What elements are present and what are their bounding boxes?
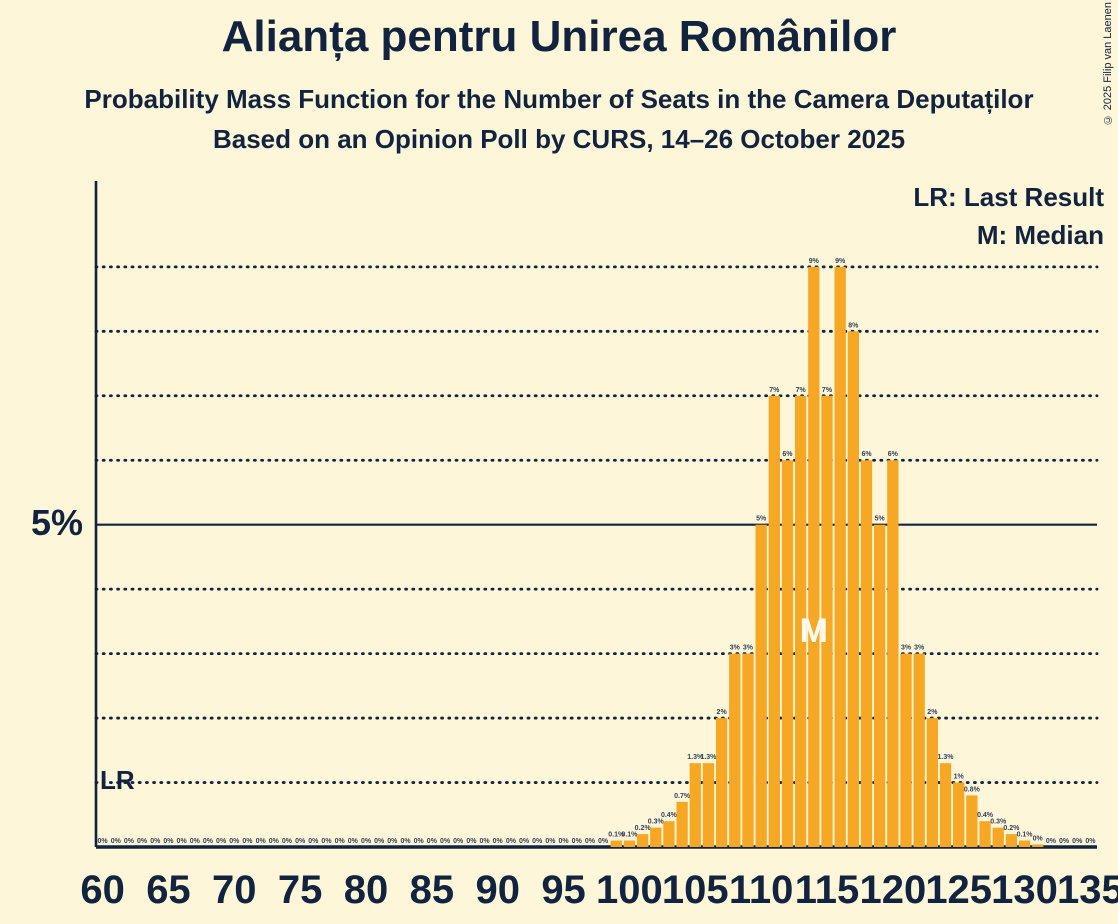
svg-text:0%: 0% [414,838,425,845]
svg-text:0%: 0% [519,838,530,845]
svg-text:3%: 3% [730,645,741,652]
svg-text:0%: 0% [545,838,556,845]
svg-text:8%: 8% [848,322,859,329]
svg-text:0%: 0% [479,838,490,845]
svg-text:0%: 0% [203,838,214,845]
svg-text:2%: 2% [927,709,938,716]
svg-text:0.8%: 0.8% [964,786,981,793]
svg-text:5%: 5% [756,516,767,523]
svg-text:0%: 0% [387,838,398,845]
svg-text:0%: 0% [532,838,543,845]
svg-text:0%: 0% [585,838,596,845]
svg-text:5%: 5% [875,516,886,523]
svg-text:0%: 0% [229,838,240,845]
svg-text:0%: 0% [1033,835,1044,842]
svg-text:0%: 0% [335,838,346,845]
svg-text:M: M [800,612,828,650]
svg-text:0%: 0% [493,838,504,845]
svg-text:1.3%: 1.3% [938,754,955,761]
svg-text:0%: 0% [348,838,359,845]
svg-text:0%: 0% [572,838,583,845]
svg-text:0%: 0% [1072,838,1083,845]
svg-text:0%: 0% [163,838,174,845]
svg-text:1.3%: 1.3% [700,754,717,761]
svg-text:0%: 0% [466,838,477,845]
svg-text:0%: 0% [374,838,385,845]
svg-text:3%: 3% [901,645,912,652]
svg-text:9%: 9% [809,258,820,265]
svg-text:2%: 2% [717,709,728,716]
svg-text:0%: 0% [111,838,122,845]
svg-text:0.1%: 0.1% [621,832,638,839]
svg-text:0%: 0% [400,838,411,845]
svg-text:6%: 6% [782,451,793,458]
svg-text:7%: 7% [822,387,833,394]
svg-text:0%: 0% [295,838,306,845]
svg-text:0%: 0% [256,838,267,845]
svg-text:0%: 0% [361,838,372,845]
svg-text:0%: 0% [308,838,319,845]
svg-text:0.1%: 0.1% [1017,832,1034,839]
svg-text:3%: 3% [914,645,925,652]
svg-text:0.4%: 0.4% [661,812,678,819]
svg-text:0%: 0% [440,838,451,845]
svg-text:0%: 0% [1059,838,1070,845]
svg-text:6%: 6% [888,451,899,458]
svg-text:0%: 0% [242,838,253,845]
svg-text:0%: 0% [124,838,135,845]
svg-text:0%: 0% [321,838,332,845]
svg-text:7%: 7% [796,387,807,394]
svg-text:1%: 1% [954,774,965,781]
svg-text:0%: 0% [559,838,570,845]
svg-text:0%: 0% [190,838,201,845]
svg-text:6%: 6% [861,451,872,458]
svg-text:0%: 0% [150,838,161,845]
svg-text:7%: 7% [769,387,780,394]
svg-text:0%: 0% [453,838,464,845]
svg-text:0%: 0% [137,838,148,845]
svg-text:0%: 0% [427,838,438,845]
svg-text:0%: 0% [1085,838,1096,845]
svg-text:0%: 0% [506,838,517,845]
svg-text:0%: 0% [598,838,609,845]
svg-text:0%: 0% [1046,838,1057,845]
svg-text:0%: 0% [282,838,293,845]
svg-text:0%: 0% [98,838,109,845]
svg-text:0.2%: 0.2% [635,825,652,832]
svg-text:0%: 0% [177,838,188,845]
svg-text:9%: 9% [835,258,846,265]
svg-text:0%: 0% [216,838,227,845]
svg-text:0.7%: 0.7% [674,793,691,800]
svg-text:0.3%: 0.3% [648,819,665,826]
svg-text:0%: 0% [269,838,280,845]
svg-text:3%: 3% [743,645,754,652]
